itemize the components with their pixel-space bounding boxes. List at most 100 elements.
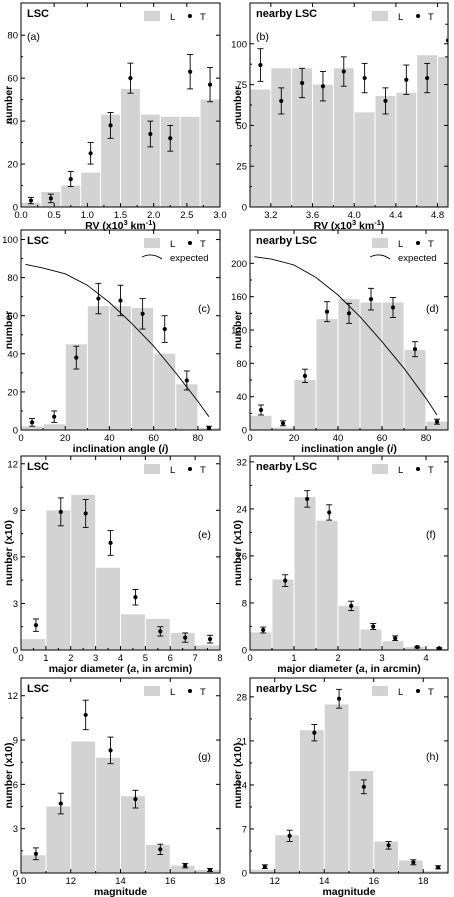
legend-swatch-l	[144, 464, 160, 474]
data-point	[207, 867, 214, 873]
y-tick-label: 0	[242, 203, 247, 214]
data-point	[304, 490, 311, 508]
panel-title: LSC	[27, 683, 49, 695]
data-point	[385, 841, 392, 850]
x-tick-label: 0	[247, 433, 252, 444]
data-point	[260, 626, 267, 634]
x-tick-label: 8	[217, 653, 222, 664]
legend-label-l: L	[398, 12, 403, 23]
y-tick-label: 3	[13, 599, 18, 610]
legend-swatch-l	[372, 11, 388, 21]
x-tick-label: 0	[18, 433, 23, 444]
plot-area	[250, 688, 448, 873]
x-tick-label: 18	[215, 876, 226, 887]
bar	[275, 835, 299, 873]
x-tick-label: 18	[418, 876, 429, 887]
panel-b: 3.2 3.6 4.0 4.4 4.8 0 25 50 75 100 number RV (x103 …	[231, 2, 449, 232]
data-point	[412, 341, 418, 358]
x-axis-label: major diameter (a, in arcmin)	[277, 663, 421, 675]
bar	[160, 116, 180, 207]
bar	[132, 308, 154, 430]
bar	[250, 89, 271, 207]
y-tick-label: 24	[236, 504, 247, 515]
bar	[46, 510, 71, 650]
y-tick-label: 160	[231, 292, 247, 303]
data-point	[67, 171, 74, 188]
data-point	[424, 62, 431, 94]
bar	[154, 353, 176, 430]
bar	[316, 520, 338, 650]
y-axis-label: number (x10)	[232, 520, 244, 586]
y-tick-label: 60	[7, 74, 18, 85]
x-tick-label: 60	[377, 433, 388, 444]
data-point	[410, 859, 417, 866]
data-point	[370, 623, 377, 630]
bar	[417, 55, 438, 207]
bar	[109, 306, 132, 430]
data-point	[57, 497, 64, 527]
y-tick-label: 14	[236, 780, 247, 791]
y-tick-label: 16	[236, 551, 247, 562]
bar	[423, 871, 448, 873]
y-axis-label: number (x10)	[3, 743, 15, 809]
y-tick-label: 40	[7, 117, 18, 128]
data-point	[157, 626, 164, 637]
data-point	[167, 124, 174, 152]
x-tick-label: 10	[16, 876, 27, 887]
bar	[271, 68, 292, 207]
bar	[294, 497, 316, 650]
bar	[180, 116, 200, 207]
data-point	[445, 23, 448, 58]
bar	[272, 579, 294, 650]
legend-swatch-l	[144, 11, 160, 21]
x-tick-label: 3.0	[213, 210, 226, 221]
plot-area	[21, 263, 220, 430]
x-tick-label: 4.8	[431, 210, 444, 221]
panel-title: LSC	[27, 235, 49, 247]
y-tick-label: 80	[236, 359, 247, 370]
x-tick-label: 5	[143, 653, 148, 664]
x-tick-label: 7	[192, 653, 197, 664]
x-tick-label: 4	[423, 653, 428, 664]
y-tick-label: 40	[236, 392, 247, 403]
y-tick-label: 100	[231, 39, 247, 50]
data-point	[340, 56, 347, 87]
y-tick-label: 28	[236, 692, 247, 703]
panel-label: (h)	[426, 751, 439, 763]
y-tick-label: 0	[242, 426, 247, 437]
bar	[338, 605, 360, 650]
data-point	[147, 120, 154, 148]
bar	[21, 855, 46, 873]
bar	[121, 614, 145, 650]
panel-f: 0 1 2 3 4 0 8 16 24 32 number (x10) major diameter …	[232, 455, 449, 675]
y-tick-label: 6	[13, 552, 18, 563]
legend-line-expected	[369, 254, 391, 260]
panel-label: (d)	[426, 303, 439, 315]
data-point	[205, 425, 212, 430]
y-tick-label: 100	[2, 235, 18, 246]
bar	[71, 741, 96, 873]
legend-label-expected: expected	[170, 253, 209, 264]
x-tick-label: 16	[368, 876, 379, 887]
bar	[200, 99, 220, 207]
bar	[61, 185, 81, 207]
x-axis-label: inclination angle (i)	[301, 443, 397, 455]
x-tick-label: 4.4	[389, 210, 402, 221]
data-point	[117, 284, 124, 317]
data-point	[258, 404, 264, 416]
data-point	[319, 71, 326, 102]
legend-label-t: T	[200, 687, 206, 698]
data-point	[361, 62, 368, 94]
bar	[404, 350, 426, 430]
bar	[360, 302, 382, 430]
data-point	[299, 67, 306, 99]
panel-title: nearby LSC	[256, 683, 317, 695]
data-point	[257, 48, 264, 82]
x-tick-label: 0	[18, 653, 23, 664]
bar	[96, 567, 120, 650]
y-axis-label: number (x10)	[3, 520, 15, 586]
data-point	[132, 789, 139, 809]
data-point	[392, 635, 399, 642]
